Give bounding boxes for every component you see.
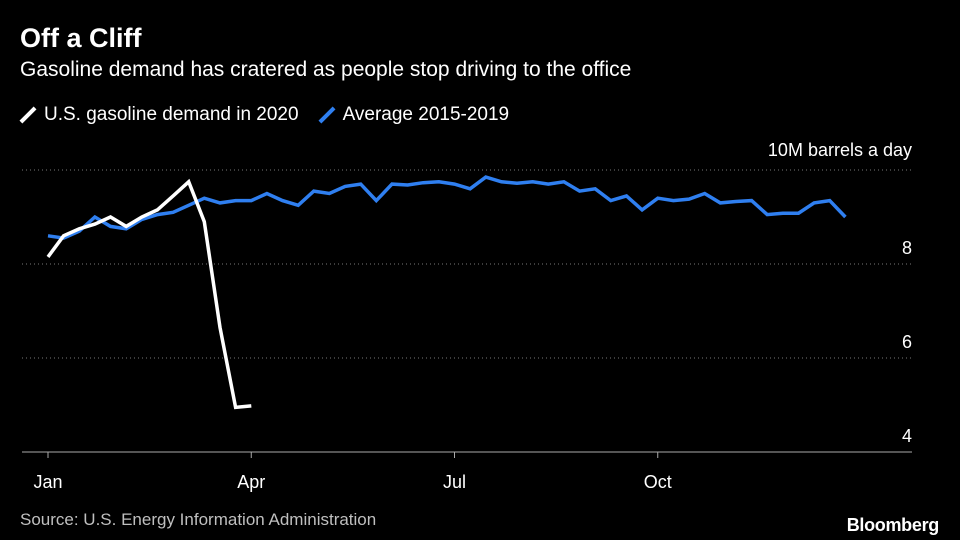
series-lines (46, 175, 847, 410)
y-axis-unit-label: 10M barrels a day (768, 140, 912, 160)
legend-label-average: Average 2015-2019 (342, 104, 510, 125)
series-line-2020 (46, 178, 252, 410)
y-tick-label-6: 6 (902, 332, 912, 352)
chart-subtitle: Gasoline demand has cratered as people s… (20, 58, 632, 81)
legend-label-2020: U.S. gasoline demand in 2020 (44, 104, 299, 125)
x-tick-label-Jul: Jul (443, 472, 466, 492)
chart-title: Off a Cliff (20, 23, 142, 53)
legend-item-average: Average 2015-2019 (318, 104, 510, 126)
x-tick-label-Apr: Apr (237, 472, 265, 492)
x-tick-label-Oct: Oct (644, 472, 672, 492)
legend: U.S. gasoline demand in 2020 Average 201… (19, 100, 531, 130)
source-note: Source: U.S. Energy Information Administ… (20, 510, 377, 529)
axes: 4 6 8 10M barrels a day Jan Apr Jul Oct (22, 140, 912, 492)
gridlines (22, 169, 912, 359)
series-line-average (47, 175, 847, 240)
x-tick-label-Jan: Jan (33, 472, 62, 492)
y-tick-label-4: 4 (902, 426, 912, 446)
y-tick-label-8: 8 (902, 238, 912, 258)
legend-item-2020: U.S. gasoline demand in 2020 (19, 104, 299, 126)
bloomberg-logo: Bloomberg (846, 515, 940, 535)
